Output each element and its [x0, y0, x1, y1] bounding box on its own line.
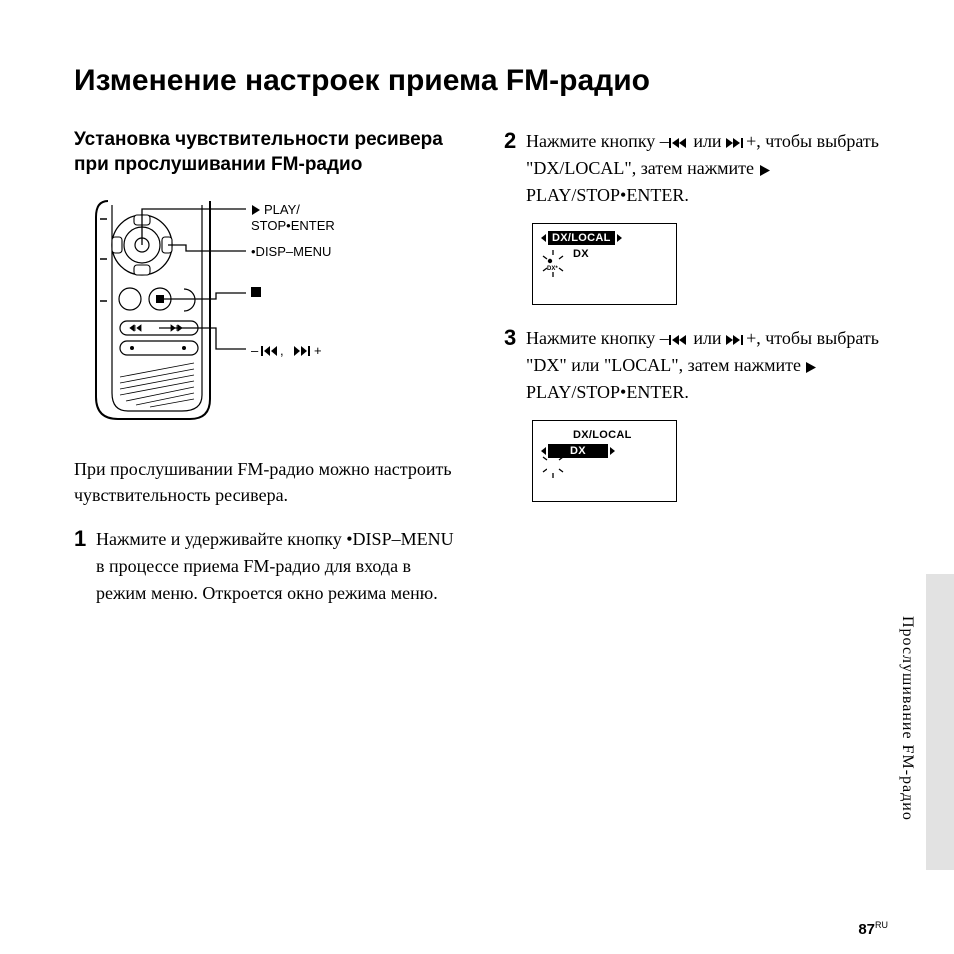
section-subheading: Установка чувствительности ресивера при … — [74, 128, 464, 177]
svg-text:,: , — [280, 343, 284, 358]
screen-row1: DX/LOCAL — [569, 428, 636, 442]
svg-text:PLAY/: PLAY/ — [264, 202, 300, 217]
svg-text:DX*: DX* — [547, 266, 558, 272]
step-text: Нажмите кнопку – или +, чтобы выбрать "D… — [526, 325, 894, 406]
svg-text:STOP•ENTER: STOP•ENTER — [251, 218, 335, 233]
svg-text:•DISP–MENU: •DISP–MENU — [251, 244, 331, 259]
step-text: Нажмите и удерживайте кнопку •DISP–MENU … — [96, 526, 464, 607]
step-text: Нажмите кнопку – или +, чтобы выбрать "D… — [526, 128, 894, 209]
step-2: 2 Нажмите кнопку – или +, чтобы выбрать … — [504, 128, 894, 209]
left-column: Установка чувствительности ресивера при … — [74, 128, 464, 621]
side-tab — [926, 574, 954, 870]
blink-indicator-icon: DX* — [541, 250, 565, 278]
svg-text:+: + — [314, 343, 322, 358]
right-arrow-icon — [610, 447, 615, 455]
step-number: 2 — [504, 128, 520, 209]
right-arrow-icon — [617, 234, 622, 242]
device-illustration: PLAY/ STOP•ENTER •DISP–MENU – , — [86, 199, 464, 429]
next-track-icon — [726, 137, 746, 150]
play-icon — [805, 361, 818, 374]
side-section-label: Прослушивание FM-радио — [898, 616, 916, 821]
screen-row2: DX — [569, 247, 593, 261]
svg-text:–: – — [251, 343, 259, 358]
screen-row1: DX/LOCAL — [548, 231, 615, 245]
left-arrow-icon — [541, 234, 546, 242]
next-track-icon — [726, 334, 746, 347]
step-number: 1 — [74, 526, 90, 607]
prev-track-icon — [669, 137, 689, 150]
blink-indicator-icon — [541, 451, 565, 479]
prev-track-icon — [669, 334, 689, 347]
page-title: Изменение настроек приема FM-радио — [74, 64, 894, 98]
right-column: 2 Нажмите кнопку – или +, чтобы выбрать … — [504, 128, 894, 621]
step-1: 1 Нажмите и удерживайте кнопку •DISP–MEN… — [74, 526, 464, 607]
lcd-screen-step3: DX/LOCAL DX — [532, 420, 677, 502]
lcd-screen-step2: DX/LOCAL DX DX* — [532, 223, 677, 305]
intro-paragraph: При прослушивании FM-радио можно настрои… — [74, 457, 464, 507]
page-number: 87RU — [858, 920, 888, 938]
play-icon — [759, 164, 772, 177]
step-number: 3 — [504, 325, 520, 406]
step-3: 3 Нажмите кнопку – или +, чтобы выбрать … — [504, 325, 894, 406]
